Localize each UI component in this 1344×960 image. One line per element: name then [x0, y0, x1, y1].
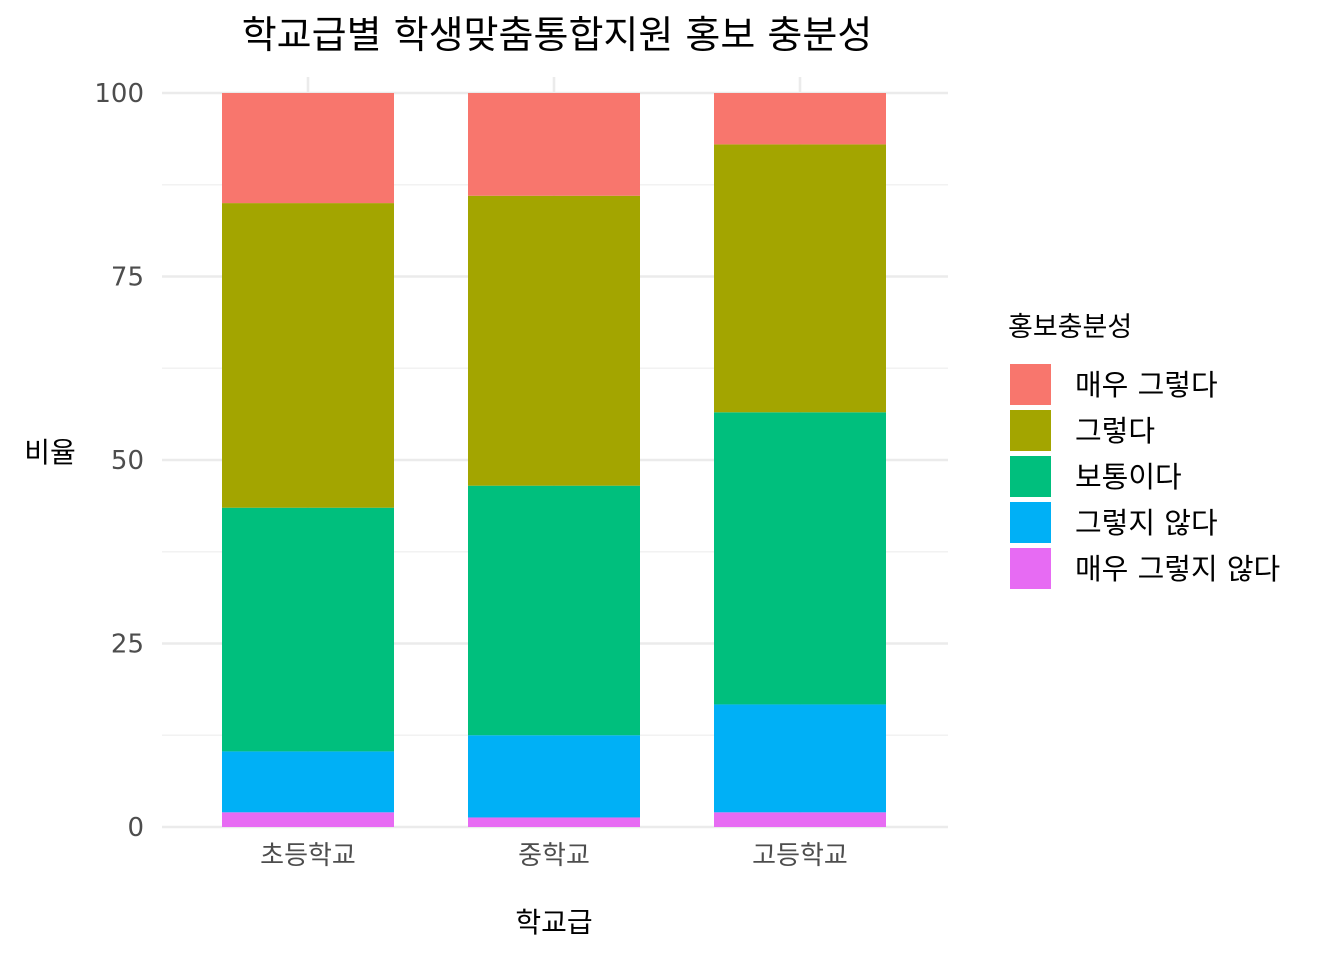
y-axis-title: 비율 [24, 436, 76, 469]
y-tick-label: 100 [94, 79, 144, 109]
x-tick-label: 초등학교 [260, 841, 356, 871]
bar-segment [714, 412, 886, 705]
bar-segment [714, 93, 886, 145]
bar-segment [468, 817, 640, 827]
y-tick-label: 0 [127, 813, 144, 843]
bar-segment [222, 812, 394, 827]
legend-swatch [1010, 456, 1051, 497]
bar-stack-group [222, 93, 886, 827]
legend-label: 그렇다 [1075, 414, 1155, 448]
x-axis-title: 학교급 [515, 906, 592, 939]
bar-segment [222, 507, 394, 752]
bar-segment [222, 93, 394, 204]
y-tick-label: 25 [111, 630, 144, 660]
bar-segment [714, 144, 886, 413]
legend-label: 보통이다 [1075, 460, 1182, 494]
legend-label: 그렇지 않다 [1075, 506, 1218, 540]
bar-segment [714, 812, 886, 827]
y-tick-label: 75 [111, 263, 144, 293]
x-tick-label: 고등학교 [752, 841, 848, 871]
bar-segment [468, 735, 640, 818]
legend-swatch [1010, 502, 1051, 543]
bar-segment [468, 195, 640, 486]
legend-swatch [1010, 410, 1051, 451]
chart-title: 학교급별 학생맞춤통합지원 홍보 충분성 [242, 13, 873, 57]
legend-swatch [1010, 364, 1051, 405]
bar-segment [468, 93, 640, 196]
legend-title: 홍보충분성 [1008, 312, 1132, 343]
bar-segment [222, 751, 394, 813]
bar-segment [222, 203, 394, 508]
x-tick-label: 중학교 [518, 841, 590, 871]
y-tick-label: 50 [111, 446, 144, 476]
legend-label: 매우 그렇다 [1075, 368, 1218, 402]
legend-swatch [1010, 548, 1051, 589]
y-axis-ticks: 0 25 50 75 100 [94, 79, 144, 843]
bar-segment [468, 485, 640, 736]
legend-label: 매우 그렇지 않다 [1075, 552, 1280, 586]
x-axis-ticks: 초등학교 중학교 고등학교 [260, 841, 848, 871]
bar-segment [714, 704, 886, 813]
